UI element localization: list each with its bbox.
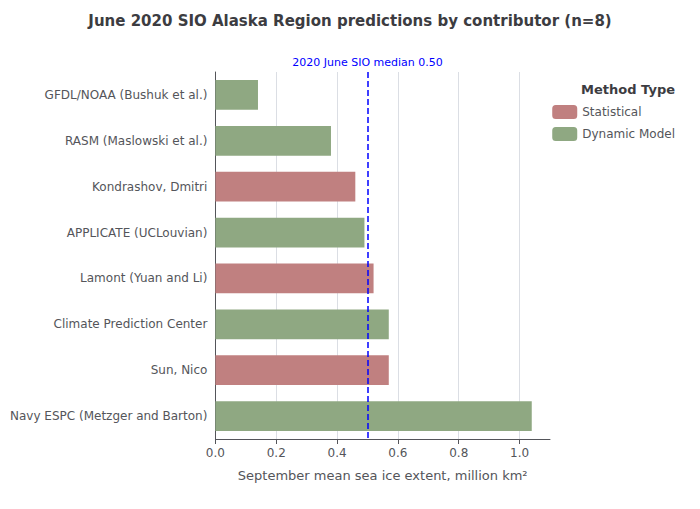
svg-text:Dynamic Model: Dynamic Model [582, 127, 675, 141]
svg-text:Method Type: Method Type [581, 82, 675, 97]
svg-text:0.2: 0.2 [267, 446, 286, 460]
svg-text:APPLICATE (UCLouvian): APPLICATE (UCLouvian) [67, 226, 208, 240]
svg-text:Sun, Nico: Sun, Nico [151, 363, 208, 377]
svg-text:June 2020 SIO Alaska Region pr: June 2020 SIO Alaska Region predictions … [87, 12, 611, 30]
svg-text:Statistical: Statistical [582, 105, 641, 119]
svg-text:0.8: 0.8 [449, 446, 468, 460]
svg-text:September mean sea ice extent,: September mean sea ice extent, million k… [238, 468, 528, 483]
svg-text:Climate Prediction Center: Climate Prediction Center [54, 317, 208, 331]
svg-text:Lamont (Yuan and Li): Lamont (Yuan and Li) [80, 271, 207, 285]
svg-text:Kondrashov, Dmitri: Kondrashov, Dmitri [92, 180, 207, 194]
svg-text:1.0: 1.0 [510, 446, 529, 460]
svg-text:0.0: 0.0 [206, 446, 225, 460]
svg-text:0.6: 0.6 [388, 446, 407, 460]
svg-text:GFDL/NOAA (Bushuk et al.): GFDL/NOAA (Bushuk et al.) [45, 88, 208, 102]
svg-text:RASM (Maslowski et al.): RASM (Maslowski et al.) [65, 134, 207, 148]
svg-text:Navy ESPC (Metzger and Barton): Navy ESPC (Metzger and Barton) [10, 409, 207, 423]
svg-text:0.4: 0.4 [328, 446, 347, 460]
svg-text:2020 June SIO median 0.50: 2020 June SIO median 0.50 [292, 56, 443, 69]
